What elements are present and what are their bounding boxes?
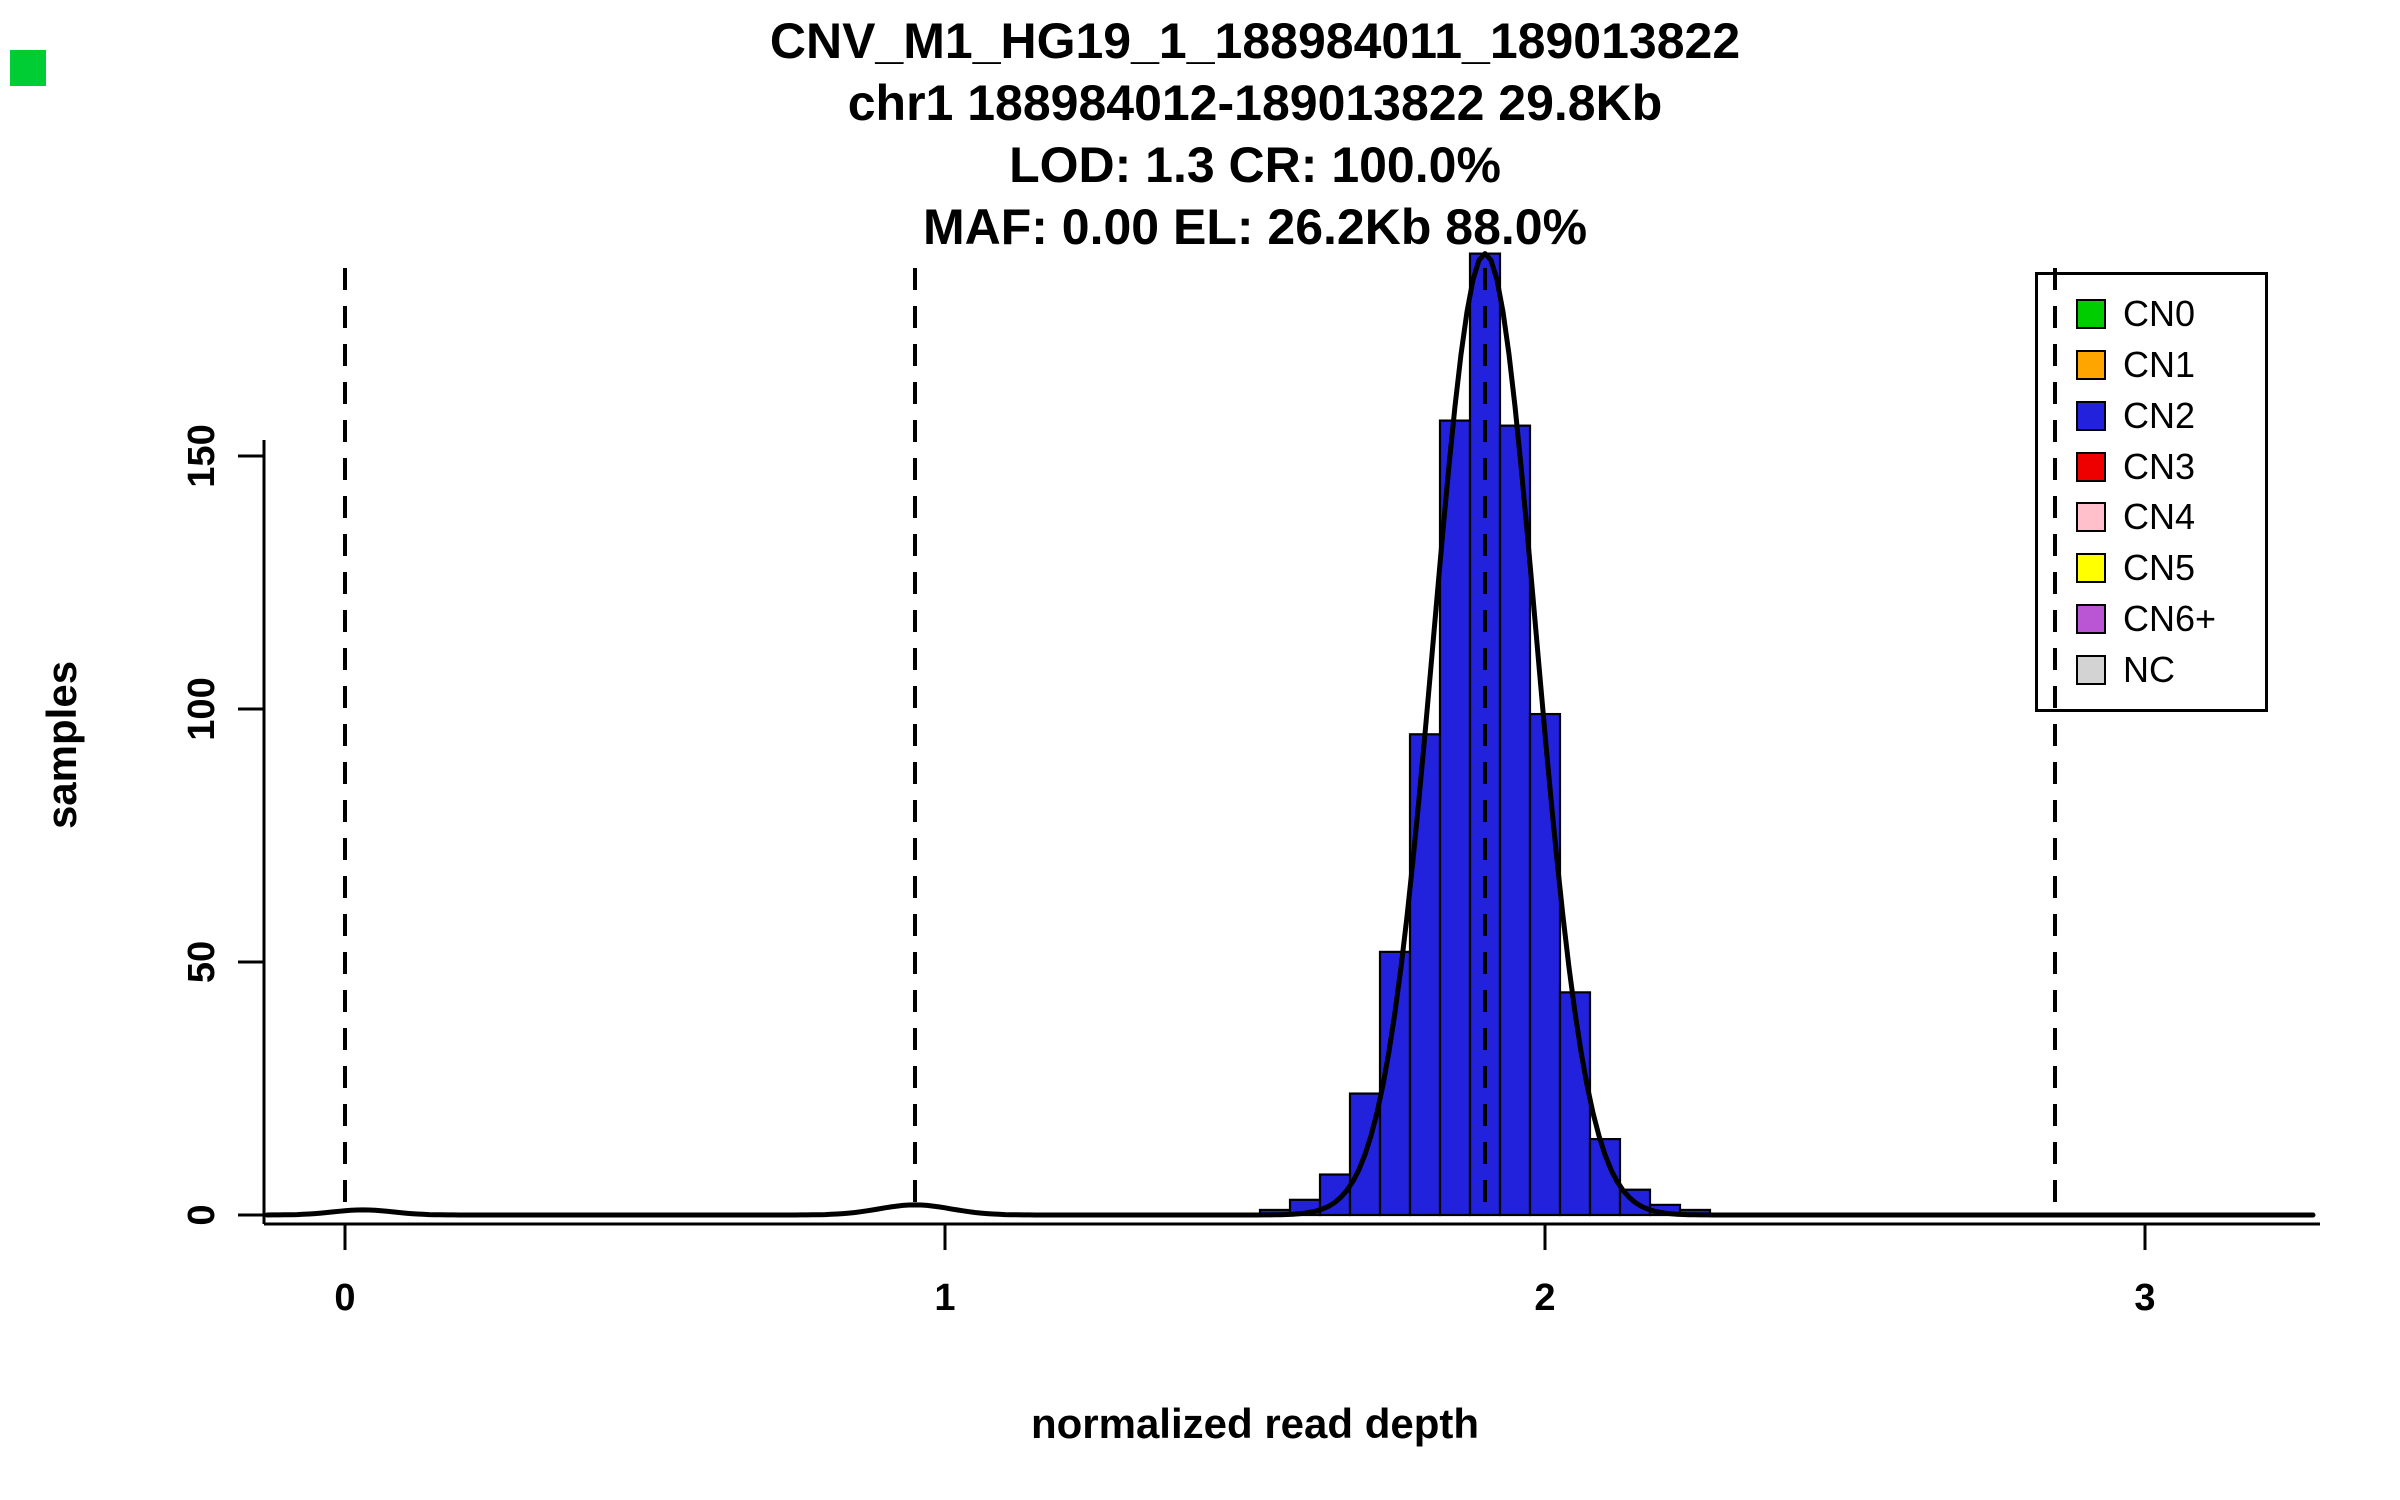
cn0-swatch (2076, 298, 2106, 329)
cn6plus-swatch (2076, 604, 2106, 635)
cn2-swatch (2076, 400, 2106, 431)
histogram-bar (1408, 733, 1442, 1217)
legend-item-cn1: CN1 (2076, 343, 2265, 385)
cn4-swatch (2076, 502, 2106, 533)
histogram-bar (1468, 252, 1502, 1217)
legend-item-cn3: CN3 (2076, 445, 2265, 487)
histogram-bar (1288, 1198, 1322, 1217)
y-axis-label: samples (38, 660, 85, 830)
cn3-swatch (2076, 451, 2106, 482)
legend-label-cn0: CN0 (2123, 292, 2196, 334)
legend: CN0 CN1 CN2 CN3 CN4 CN5 CN6+ NC (2035, 272, 2268, 712)
histogram-bar (1528, 712, 1562, 1217)
cn5-swatch (2076, 553, 2106, 584)
histogram-bar (1498, 424, 1532, 1217)
histogram-bar (1678, 1208, 1712, 1217)
green-corner-marker (10, 50, 46, 86)
legend-label-cn5: CN5 (2123, 547, 2196, 589)
legend-item-nc: NC (2076, 652, 2265, 688)
x-tick-label: 0 (334, 1277, 355, 1319)
legend-item-cn6plus: CN6+ (2076, 601, 2265, 637)
legend-item-cn0: CN0 (2076, 292, 2265, 334)
x-tick-label: 3 (2134, 1277, 2155, 1319)
title-line-2: chr1 188984012-189013822 29.8Kb (847, 75, 1663, 131)
histogram-bar (1258, 1208, 1292, 1217)
y-tick-label: 100 (181, 677, 223, 740)
legend-label-cn6plus: CN6+ (2123, 598, 2217, 640)
x-axis-label: normalized read depth (1030, 1400, 1480, 1447)
y-tick-label: 0 (181, 1204, 223, 1225)
histogram-bar (1318, 1173, 1352, 1217)
histogram-bar (1558, 991, 1592, 1217)
title-line-1: CNV_M1_HG19_1_188984011_189013822 (769, 13, 1741, 69)
y-tick-label: 150 (181, 424, 223, 487)
legend-label-cn2: CN2 (2123, 394, 2196, 436)
legend-item-cn2: CN2 (2076, 394, 2265, 436)
legend-label-nc: NC (2123, 649, 2175, 690)
x-tick-label: 2 (1534, 1277, 1555, 1319)
plot-title: CNV_M1_HG19_1_188984011_189013822 chr1 1… (190, 10, 2320, 258)
histogram-bar (1438, 419, 1472, 1217)
legend-item-cn4: CN4 (2076, 499, 2265, 535)
histogram-bar (1648, 1203, 1682, 1217)
legend-label-cn3: CN3 (2123, 445, 2196, 487)
fit-curve (264, 251, 2316, 1218)
histogram-bar (1618, 1188, 1652, 1217)
histogram-bar (1348, 1092, 1382, 1217)
cn1-swatch (2076, 349, 2106, 380)
legend-label-cn1: CN1 (2123, 343, 2196, 385)
nc-swatch (2076, 655, 2106, 685)
x-tick-label: 1 (934, 1277, 955, 1319)
y-tick-label: 50 (181, 941, 223, 983)
histogram-bar (1378, 950, 1412, 1217)
title-line-3: LOD: 1.3 CR: 100.0% (1009, 137, 1501, 193)
legend-label-cn4: CN4 (2123, 496, 2196, 538)
title-line-4: MAF: 0.00 EL: 26.2Kb 88.0% (922, 199, 1588, 255)
legend-item-cn5: CN5 (2076, 550, 2265, 586)
histogram-bar (1588, 1137, 1622, 1217)
